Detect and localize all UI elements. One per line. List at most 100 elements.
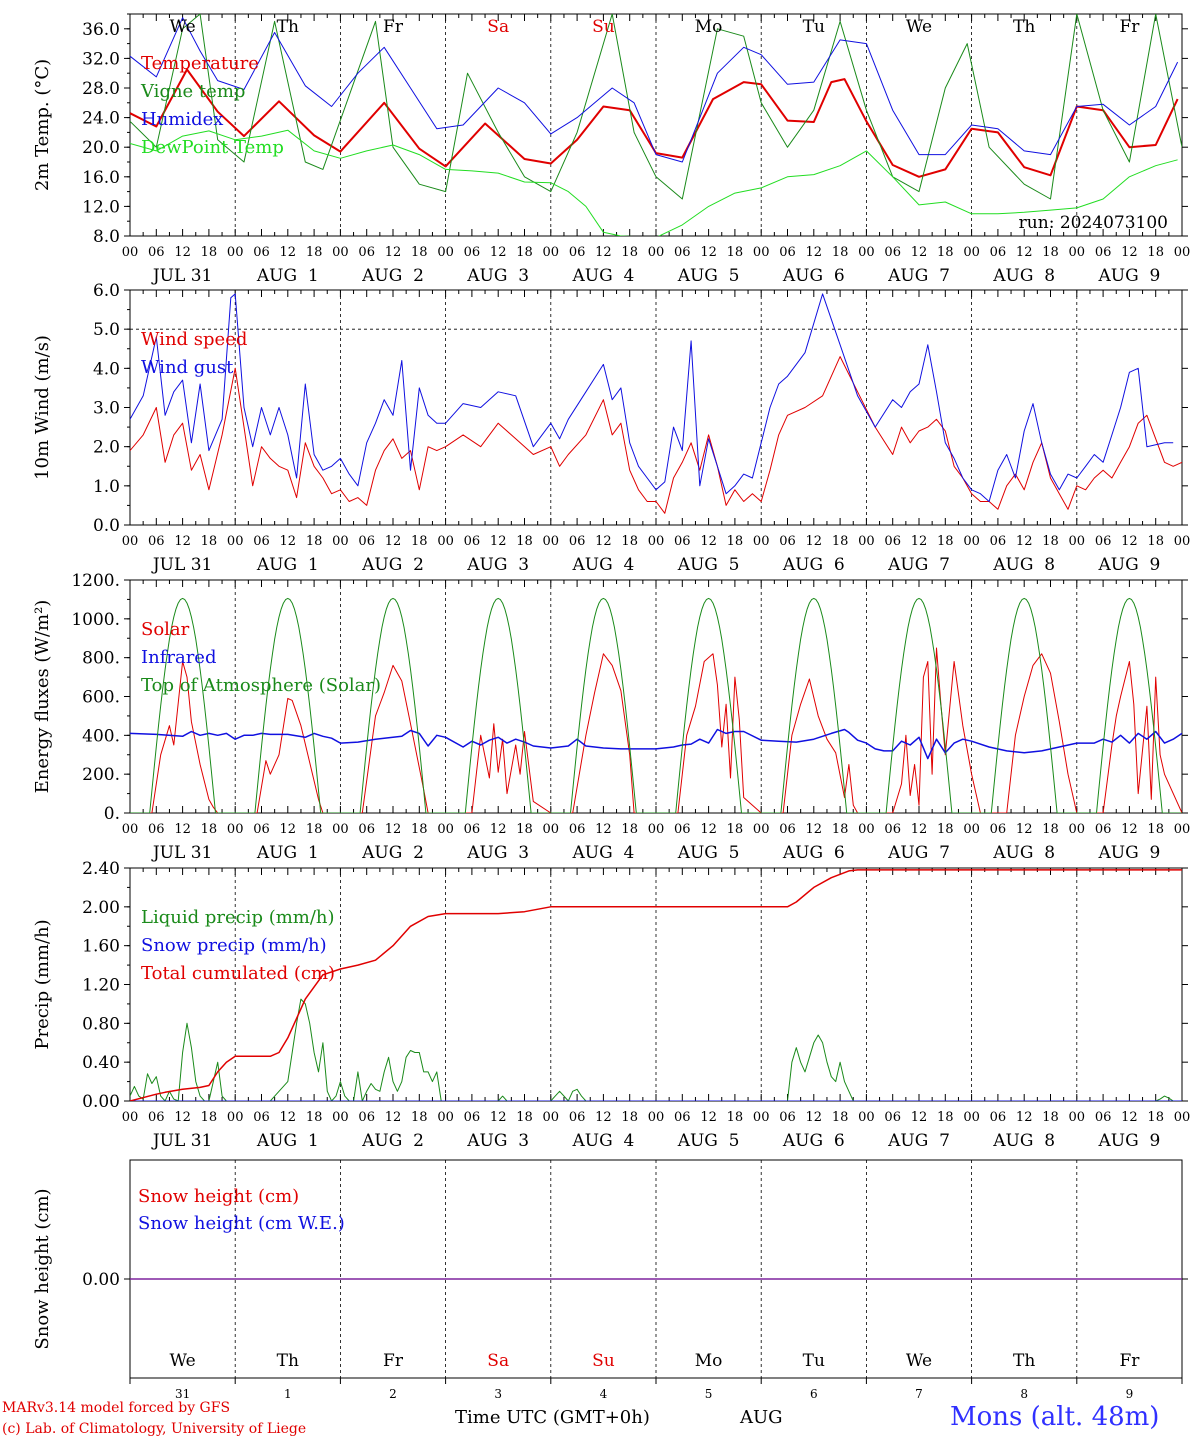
date-label: JUL 31 (151, 266, 212, 286)
series-top-of-atmosphere-solar (130, 597, 1182, 813)
day-of-week-label: Fr (383, 17, 404, 37)
date-label: AUG 9 (1097, 266, 1160, 286)
hour-tick-label: 00 (753, 245, 770, 260)
hour-tick-label: 06 (253, 822, 270, 837)
hour-tick-label: 18 (1042, 1110, 1059, 1125)
hour-tick-label: 06 (253, 1110, 270, 1125)
hour-tick-label: 00 (437, 534, 454, 549)
hour-tick-label: 12 (280, 534, 297, 549)
run-annotation: run: 2024073100 (1019, 213, 1168, 233)
hour-tick-label: 06 (464, 822, 481, 837)
series-dewpoint-temp (130, 129, 1178, 236)
hour-tick-label: 00 (227, 245, 244, 260)
day-of-week-label: We (170, 1351, 196, 1371)
hour-tick-label: 18 (1147, 1110, 1164, 1125)
hour-tick-label: 18 (832, 1110, 849, 1125)
day-of-week-label: Tu (803, 17, 825, 37)
hour-tick-label: 06 (358, 245, 375, 260)
hour-tick-label: 12 (280, 245, 297, 260)
hour-tick-label: 00 (437, 245, 454, 260)
y-tick-label: 36.0 (82, 20, 120, 40)
y-axis-label: 2m Temp. (°C) (32, 59, 53, 191)
legend-entry: Top of Atmosphere (Solar) (141, 675, 381, 696)
date-label: AUG 1 (256, 266, 319, 286)
y-axis-label: Energy fluxes (W/m²) (32, 600, 53, 794)
hour-tick-label: 12 (806, 822, 823, 837)
series-wind-gust (130, 293, 1174, 502)
hour-tick-label: 06 (569, 1110, 586, 1125)
hour-tick-label: 00 (753, 822, 770, 837)
date-label: AUG 8 (992, 1131, 1055, 1151)
date-label: JUL 31 (151, 555, 212, 575)
hour-tick-label: 00 (122, 822, 139, 837)
hour-tick-label: 18 (306, 245, 323, 260)
hour-tick-label: 12 (490, 822, 507, 837)
y-tick-label: 5.0 (93, 320, 120, 340)
station-label: Mons (alt. 48m) (950, 1402, 1160, 1432)
panel-3 (124, 579, 1188, 814)
hour-tick-label: 06 (674, 245, 691, 260)
hour-tick-label: 18 (937, 534, 954, 549)
y-tick-label: 8.0 (93, 227, 120, 247)
y-axis-label: 10m Wind (m/s) (32, 335, 53, 480)
date-label: AUG 4 (571, 555, 634, 575)
day-number-label: 1 (284, 1387, 292, 1401)
date-label: AUG 9 (1097, 843, 1160, 863)
date-label: AUG 3 (466, 266, 529, 286)
hour-tick-label: 00 (963, 245, 980, 260)
hour-tick-label: 00 (1069, 245, 1086, 260)
date-label: AUG 9 (1097, 1131, 1160, 1151)
hour-tick-label: 18 (201, 1110, 218, 1125)
day-number-label: 2 (389, 1387, 397, 1401)
hour-tick-label: 18 (727, 822, 744, 837)
hour-tick-label: 18 (1147, 534, 1164, 549)
hour-tick-label: 06 (1095, 822, 1112, 837)
hour-tick-label: 18 (411, 534, 428, 549)
y-tick-label: 20.0 (82, 138, 120, 158)
day-of-week-label: Tu (803, 1351, 825, 1371)
day-of-week-label: Th (277, 17, 299, 37)
hour-tick-label: 00 (753, 1110, 770, 1125)
hour-tick-label: 00 (122, 245, 139, 260)
date-label: AUG 1 (256, 843, 319, 863)
hour-tick-label: 12 (595, 1110, 612, 1125)
day-of-week-label: Fr (1119, 17, 1140, 37)
hour-tick-label: 06 (464, 534, 481, 549)
date-label: AUG 3 (466, 843, 529, 863)
hour-tick-label: 12 (1121, 534, 1138, 549)
y-axis-label: Precip (mm/h) (32, 919, 53, 1049)
hour-tick-label: 18 (937, 1110, 954, 1125)
hour-tick-label: 00 (227, 534, 244, 549)
date-label: AUG 3 (466, 555, 529, 575)
legend-entry: Solar (141, 619, 190, 640)
y-tick-label: 0.00 (82, 1092, 120, 1112)
hour-tick-label: 12 (911, 822, 928, 837)
y-tick-label: 2.00 (82, 898, 120, 918)
hour-tick-label: 06 (358, 534, 375, 549)
hour-tick-label: 00 (1069, 534, 1086, 549)
hour-tick-label: 12 (700, 245, 717, 260)
hour-tick-label: 12 (1016, 245, 1033, 260)
date-label: AUG 7 (887, 1131, 950, 1151)
series-solar (130, 647, 1182, 813)
hour-tick-label: 12 (1016, 822, 1033, 837)
hour-tick-label: 00 (1174, 245, 1191, 260)
hour-tick-label: 00 (858, 1110, 875, 1125)
hour-tick-label: 00 (1069, 1110, 1086, 1125)
hour-tick-label: 00 (122, 534, 139, 549)
hour-tick-label: 00 (122, 1110, 139, 1125)
y-tick-label: 4.0 (93, 359, 120, 379)
y-tick-label: 1000. (71, 610, 120, 630)
hour-tick-label: 12 (595, 534, 612, 549)
hour-tick-label: 06 (674, 1110, 691, 1125)
y-tick-label: 24.0 (82, 109, 120, 129)
hour-tick-label: 18 (516, 245, 533, 260)
date-label: AUG 6 (782, 1131, 845, 1151)
hour-tick-label: 00 (543, 534, 560, 549)
day-number-label: 9 (1126, 1387, 1134, 1401)
series-group (130, 597, 1182, 813)
hour-tick-label: 12 (700, 534, 717, 549)
day-of-week-label: Mo (695, 17, 723, 37)
y-tick-label: 1.20 (82, 976, 120, 996)
